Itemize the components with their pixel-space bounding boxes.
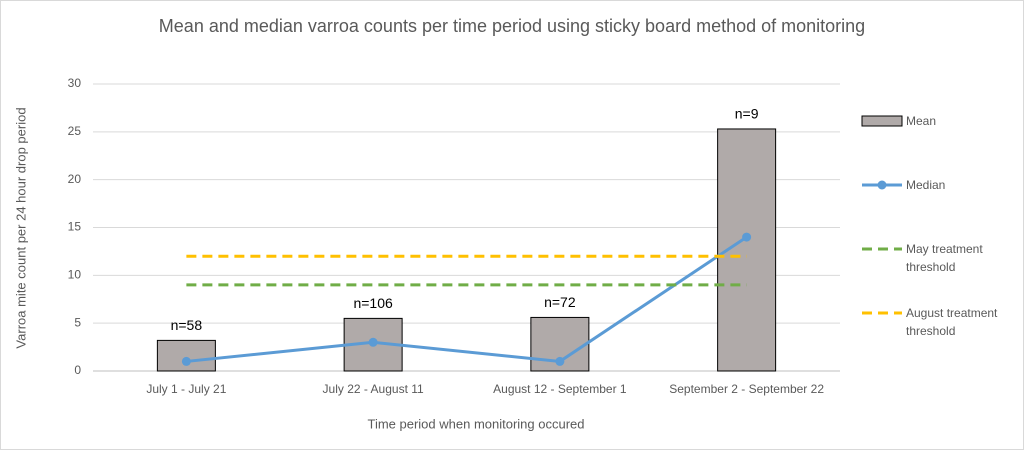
legend-label: May treatment threshold [906,242,983,274]
x-tick-label: September 2 - September 22 [669,382,824,396]
bar [717,128,777,372]
y-axis-label: Varroa mite count per 24 hour drop perio… [13,107,28,348]
x-tick-label: July 1 - July 21 [146,382,226,396]
sample-size-label: n=58 [171,317,203,333]
bar [156,339,216,372]
legend-label: Median [906,178,946,192]
line-marker [555,356,565,366]
line-series [186,235,748,363]
line-marker [181,356,191,366]
x-tick-label: July 22 - August 11 [323,382,425,396]
legend-marker [877,180,887,190]
y-tick-label: 10 [68,268,82,282]
chart-title: Mean and median varroa counts per time p… [159,16,865,36]
legend-label: Mean [906,114,937,128]
line-marker [368,337,378,347]
y-tick-label: 0 [74,363,81,377]
y-tick-label: 30 [68,76,82,90]
legend-swatch [861,115,903,127]
y-tick-label: 25 [68,124,82,138]
legend-label: August treatment threshold [906,306,998,338]
y-tick-label: 5 [74,315,81,329]
sample-size-label: n=106 [353,295,393,311]
sample-size-label: n=9 [735,106,759,122]
sample-size-label: n=72 [544,294,576,310]
x-tick-label: August 12 - September 1 [493,382,627,396]
x-axis-label: Time period when monitoring occured [367,416,584,431]
line-marker [742,232,752,242]
y-tick-label: 15 [68,220,82,234]
y-tick-label: 20 [68,172,82,186]
